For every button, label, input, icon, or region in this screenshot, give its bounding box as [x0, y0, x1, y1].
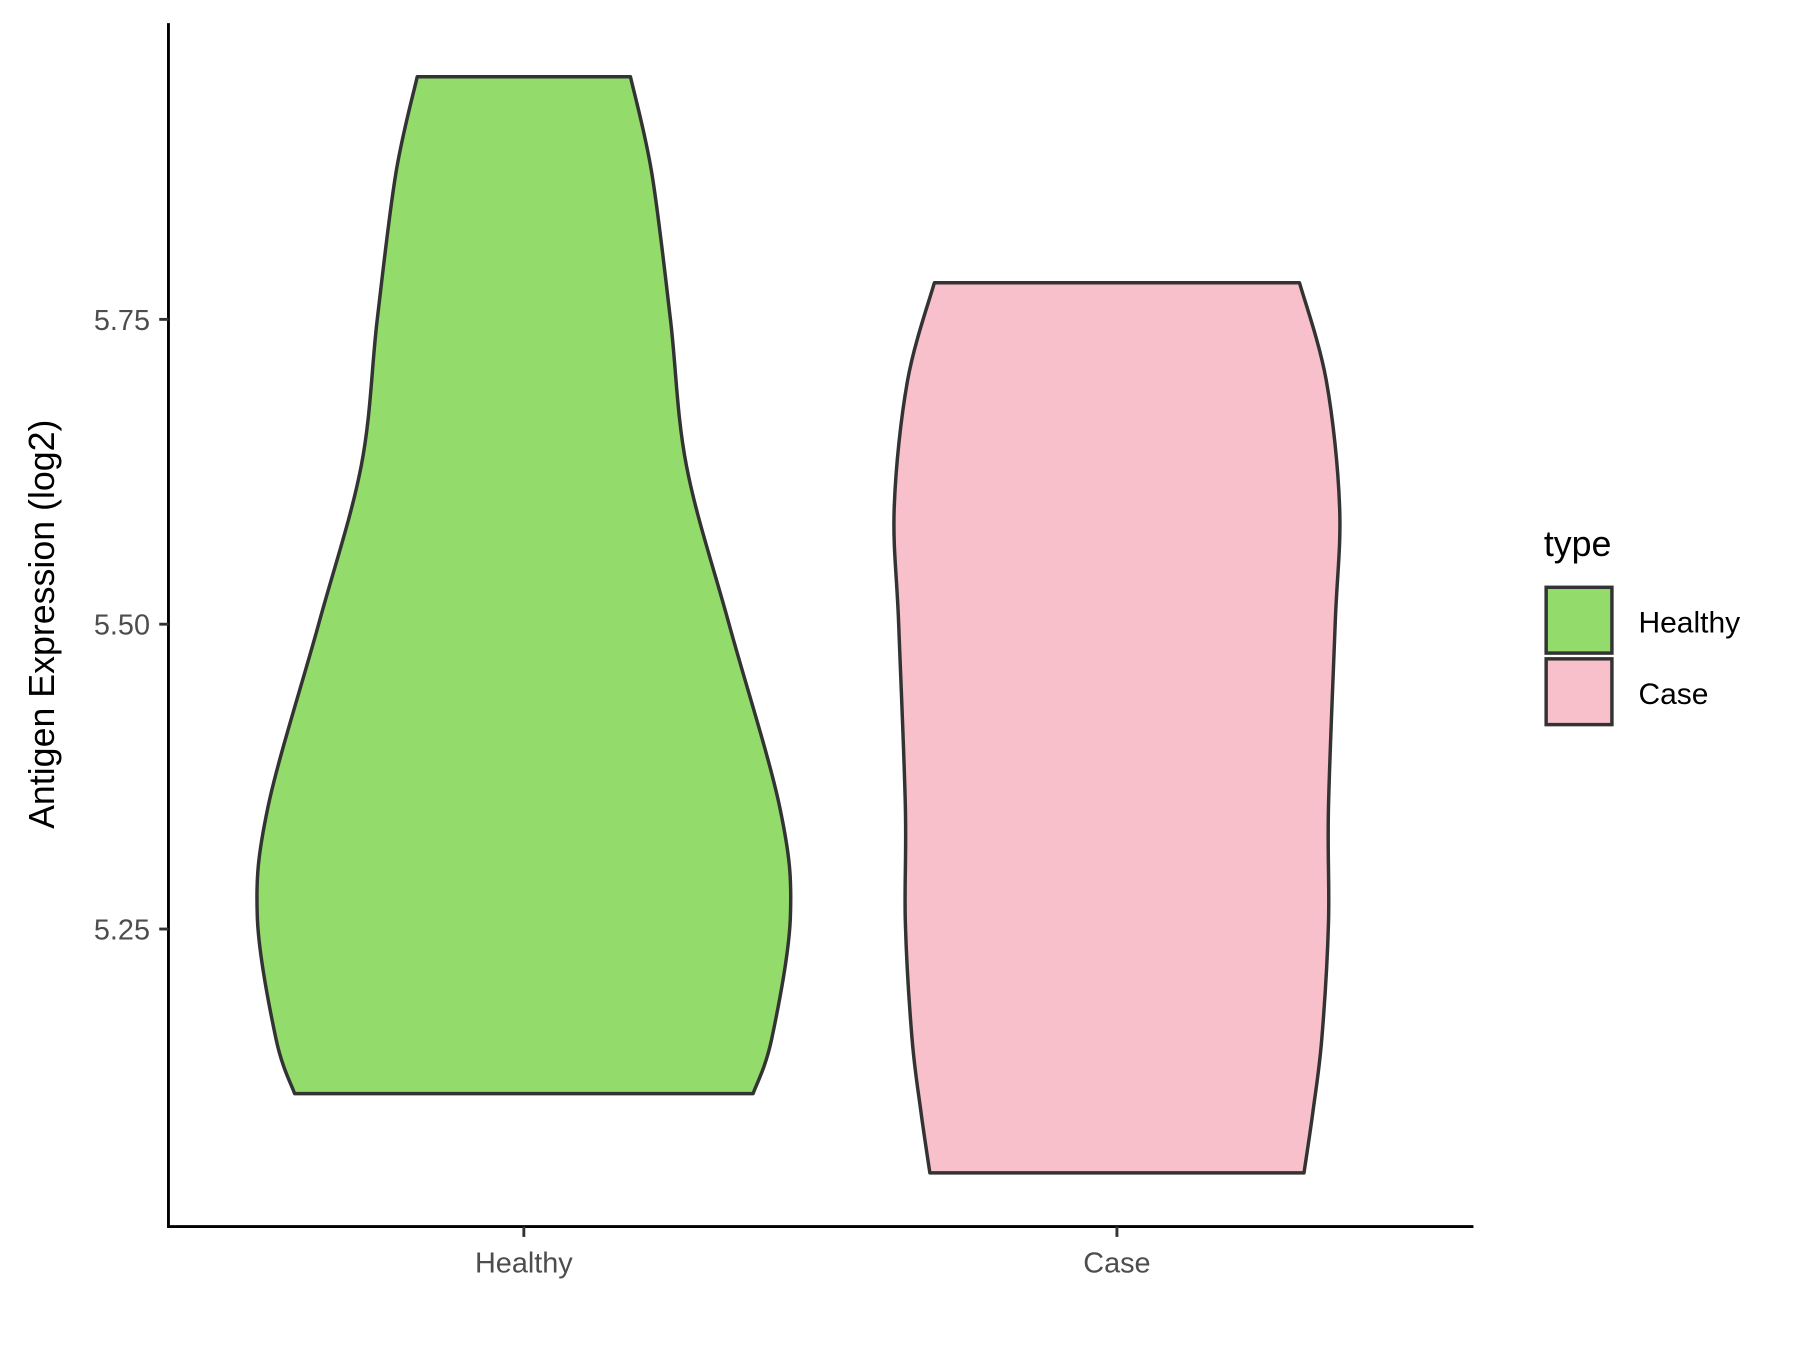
x-tick-label: Healthy	[475, 1248, 573, 1280]
violin-healthy	[255, 74, 793, 1096]
legend-swatch-healthy	[1544, 585, 1614, 655]
violin-case	[892, 281, 1342, 1175]
y-tick-label: 5.50	[94, 610, 150, 642]
legend-label: Healthy	[1638, 606, 1740, 639]
y-tick-label: 5.25	[94, 914, 150, 946]
x-tick-label: Case	[1083, 1248, 1150, 1280]
y-ticks: 5.25 5.50 5.75	[94, 305, 169, 946]
y-axis-label: Antigen Expression (log2)	[22, 420, 62, 829]
legend-label: Case	[1638, 678, 1708, 711]
violins	[255, 74, 1342, 1175]
legend-swatch-case	[1544, 657, 1614, 727]
legend-title: type	[1544, 524, 1612, 564]
x-ticks: Healthy Case	[475, 1226, 1151, 1280]
y-tick-label: 5.75	[94, 305, 150, 337]
legend: type Healthy Case	[1544, 524, 1740, 727]
